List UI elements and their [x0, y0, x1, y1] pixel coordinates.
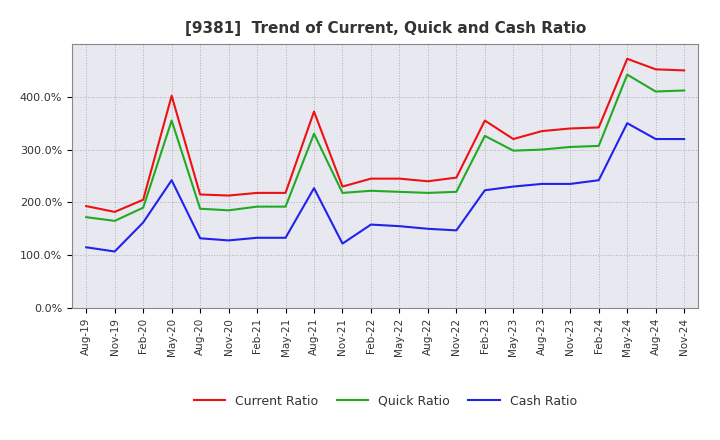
- Legend: Current Ratio, Quick Ratio, Cash Ratio: Current Ratio, Quick Ratio, Cash Ratio: [189, 390, 582, 413]
- Current Ratio: [652, 67, 660, 72]
- Quick Ratio: [196, 206, 204, 211]
- Line: Cash Ratio: Cash Ratio: [86, 123, 684, 252]
- Current Ratio: [139, 197, 148, 202]
- Cash Ratio: [310, 186, 318, 191]
- Quick Ratio: [566, 144, 575, 150]
- Cash Ratio: [480, 187, 489, 193]
- Cash Ratio: [395, 224, 404, 229]
- Quick Ratio: [452, 189, 461, 194]
- Quick Ratio: [423, 190, 432, 195]
- Quick Ratio: [537, 147, 546, 152]
- Quick Ratio: [366, 188, 375, 194]
- Quick Ratio: [595, 143, 603, 149]
- Quick Ratio: [225, 208, 233, 213]
- Current Ratio: [509, 136, 518, 142]
- Current Ratio: [310, 109, 318, 114]
- Cash Ratio: [423, 226, 432, 231]
- Line: Current Ratio: Current Ratio: [86, 59, 684, 212]
- Cash Ratio: [366, 222, 375, 227]
- Cash Ratio: [623, 121, 631, 126]
- Current Ratio: [395, 176, 404, 181]
- Current Ratio: [423, 179, 432, 184]
- Cash Ratio: [196, 236, 204, 241]
- Current Ratio: [110, 209, 119, 215]
- Cash Ratio: [652, 136, 660, 142]
- Cash Ratio: [452, 228, 461, 233]
- Current Ratio: [623, 56, 631, 62]
- Cash Ratio: [253, 235, 261, 240]
- Current Ratio: [566, 126, 575, 131]
- Cash Ratio: [566, 181, 575, 187]
- Quick Ratio: [652, 89, 660, 94]
- Current Ratio: [338, 184, 347, 189]
- Cash Ratio: [680, 136, 688, 142]
- Quick Ratio: [167, 118, 176, 123]
- Current Ratio: [680, 68, 688, 73]
- Cash Ratio: [282, 235, 290, 240]
- Title: [9381]  Trend of Current, Quick and Cash Ratio: [9381] Trend of Current, Quick and Cash …: [184, 21, 586, 36]
- Current Ratio: [480, 118, 489, 123]
- Cash Ratio: [595, 178, 603, 183]
- Quick Ratio: [480, 133, 489, 139]
- Cash Ratio: [537, 181, 546, 187]
- Quick Ratio: [338, 190, 347, 195]
- Cash Ratio: [509, 184, 518, 189]
- Current Ratio: [253, 190, 261, 195]
- Current Ratio: [82, 203, 91, 209]
- Cash Ratio: [338, 241, 347, 246]
- Current Ratio: [452, 175, 461, 180]
- Current Ratio: [282, 190, 290, 195]
- Current Ratio: [366, 176, 375, 181]
- Current Ratio: [595, 125, 603, 130]
- Cash Ratio: [110, 249, 119, 254]
- Cash Ratio: [167, 178, 176, 183]
- Quick Ratio: [253, 204, 261, 209]
- Quick Ratio: [310, 131, 318, 136]
- Quick Ratio: [110, 218, 119, 224]
- Current Ratio: [225, 193, 233, 198]
- Quick Ratio: [680, 88, 688, 93]
- Current Ratio: [196, 192, 204, 197]
- Cash Ratio: [82, 245, 91, 250]
- Cash Ratio: [225, 238, 233, 243]
- Quick Ratio: [139, 205, 148, 210]
- Quick Ratio: [509, 148, 518, 153]
- Quick Ratio: [623, 72, 631, 77]
- Cash Ratio: [139, 220, 148, 225]
- Quick Ratio: [82, 215, 91, 220]
- Current Ratio: [537, 128, 546, 134]
- Line: Quick Ratio: Quick Ratio: [86, 75, 684, 221]
- Quick Ratio: [395, 189, 404, 194]
- Current Ratio: [167, 93, 176, 99]
- Quick Ratio: [282, 204, 290, 209]
